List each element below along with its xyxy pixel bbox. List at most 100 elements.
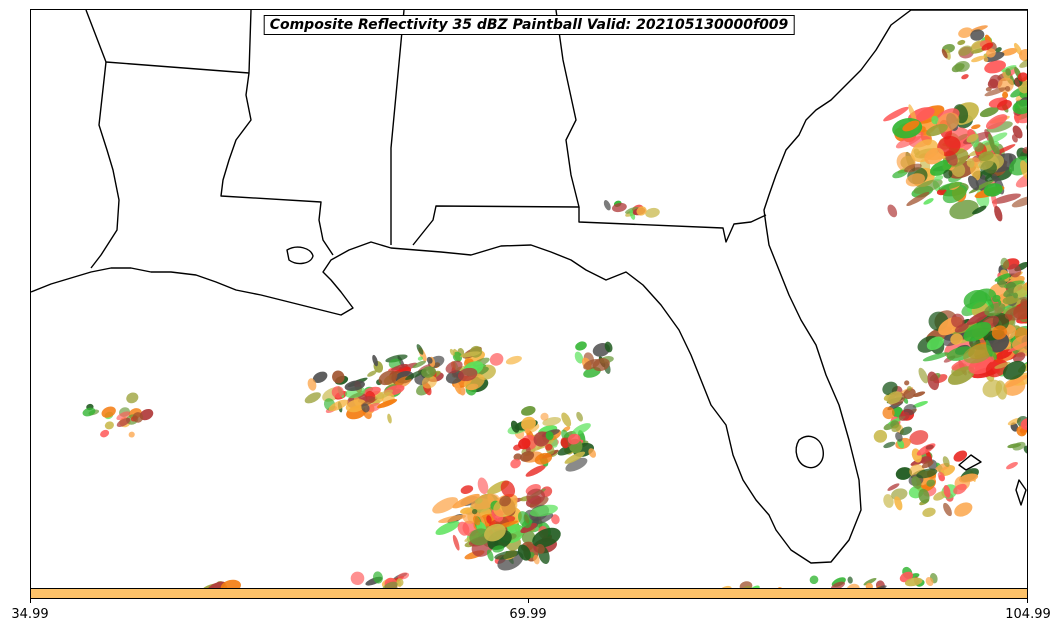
paint-blob [984,60,1006,74]
paint-blob [971,124,981,130]
paint-blob [865,582,873,588]
paint-blob [1003,280,1025,289]
paint-blob [994,361,1011,369]
paint-blob [963,322,992,342]
paint-blob [331,386,344,399]
paint-blob [435,521,460,535]
paint-blob [350,571,365,586]
paint-blob [872,585,887,588]
paint-blob [426,356,433,364]
paint-blob [921,460,934,469]
paint-blob [116,417,131,427]
paint-blob [943,169,953,179]
paint-blob [489,353,504,366]
paint-blob [460,351,481,358]
paint-blob [521,531,536,544]
paint-blob [572,423,591,435]
paint-blob [560,437,569,449]
paint-blob [863,577,877,586]
paint-blob [1013,352,1026,363]
paint-blob [953,450,968,462]
paint-blob [575,341,587,351]
paint-blob [484,523,506,542]
paint-blob [521,416,536,431]
paint-blob [994,205,1003,222]
paint-blob [938,181,963,191]
paint-blob [954,502,973,517]
paint-blob [382,581,398,588]
paint-blob [830,581,846,588]
paint-blob [344,380,365,391]
paint-blob [457,521,470,536]
paint-blob [574,351,584,364]
paint-blob [304,392,321,404]
paint-blob [412,360,426,369]
paint-blob [987,78,999,89]
paint-blob [207,581,226,588]
paint-blob [1023,445,1027,454]
paint-blob [984,87,1007,97]
coastline [31,10,1027,564]
paint-blob [505,355,522,365]
paint-blob [991,193,1021,204]
paint-blob [992,294,1001,303]
paint-blob [1007,443,1022,449]
paint-blob [918,488,930,504]
paint-blob [1020,298,1027,309]
paint-blob [961,74,969,80]
paint-blob [567,433,581,445]
paint-blob [883,106,909,122]
paint-blob [421,375,437,389]
paint-blob [912,400,928,408]
lake-okeechobee [795,435,824,469]
colorbar-tick-right [1027,599,1028,603]
paint-blob [943,485,951,498]
paint-blob [950,333,963,345]
map-title: Composite Reflectivity 35 dBZ Paintball … [263,15,795,35]
paint-blob [387,413,392,424]
paint-blob [532,527,561,548]
paint-blob [1015,171,1027,188]
paint-blob [564,451,586,464]
paint-blob [918,367,929,384]
paint-blob [513,453,522,461]
paint-blob [982,379,1003,398]
paint-blob [1020,418,1027,431]
paint-blob [565,457,588,472]
paint-blob [540,412,549,421]
paint-blob [460,485,474,494]
state-border [85,10,252,74]
paint-blob [432,497,458,514]
paint-blob [925,444,934,450]
paint-blob [494,550,520,560]
paint-blob [988,133,995,151]
paint-blob [887,483,900,491]
paint-blob [719,585,732,588]
paint-blob [903,388,916,400]
paint-blob [882,406,895,420]
paint-blob [916,468,938,479]
paint-blob [453,380,462,395]
paint-blob [128,431,135,438]
paint-blob [983,57,989,62]
paint-blob [1020,160,1027,180]
paint-blob [372,354,378,367]
paint-blob [994,273,1011,282]
paint-blob [328,399,349,412]
paint-blob [307,378,317,391]
paint-blob [988,356,995,363]
paint-blob [588,448,597,458]
paint-blob [924,147,945,165]
paint-blob [913,179,943,194]
paint-blob [873,429,888,443]
paint-blob [1006,461,1018,470]
paint-blob [466,383,479,391]
paint-blob [100,429,110,438]
paint-blob [979,158,994,170]
paint-blob [750,585,760,588]
paint-blob [332,370,345,384]
paint-blob [405,369,427,380]
paint-blob [909,430,929,445]
paint-blob [922,352,949,362]
paint-blob [367,370,377,377]
